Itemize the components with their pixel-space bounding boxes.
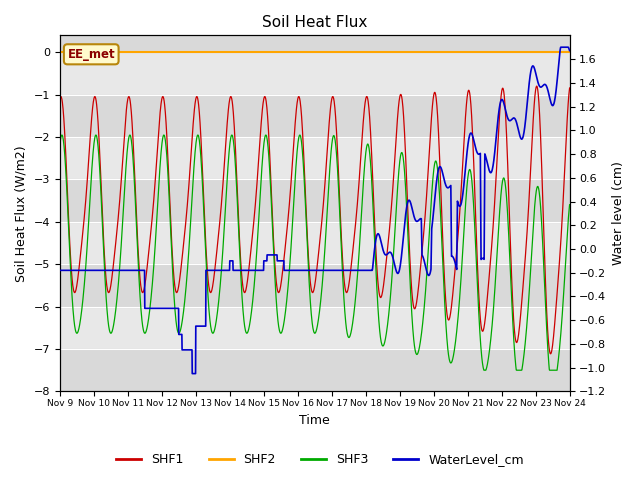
Y-axis label: Soil Heat Flux (W/m2): Soil Heat Flux (W/m2)	[15, 145, 28, 282]
X-axis label: Time: Time	[300, 414, 330, 427]
Y-axis label: Water level (cm): Water level (cm)	[612, 161, 625, 265]
Bar	[60, 180, 570, 222]
Bar	[60, 36, 570, 52]
Bar	[60, 349, 570, 391]
Bar	[60, 264, 570, 307]
Bar	[60, 95, 570, 137]
Legend: SHF1, SHF2, SHF3, WaterLevel_cm: SHF1, SHF2, SHF3, WaterLevel_cm	[111, 448, 529, 471]
Title: Soil Heat Flux: Soil Heat Flux	[262, 15, 367, 30]
Text: EE_met: EE_met	[67, 48, 115, 61]
